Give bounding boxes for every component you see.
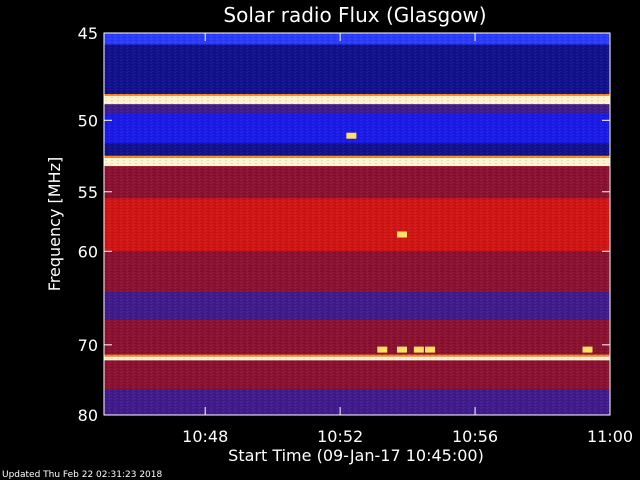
radio-burst	[582, 346, 593, 353]
radio-burst	[396, 231, 407, 238]
y-tick-label: 70	[78, 336, 98, 355]
x-tick-label: 10:48	[182, 427, 228, 446]
radio-burst	[413, 346, 424, 353]
x-axis: 10:48 10:52 10:56 11:00	[182, 33, 633, 446]
x-axis-label: Start Time (09-Jan-17 10:45:00)	[228, 446, 484, 465]
radio-burst	[377, 346, 388, 353]
y-tick-label: 80	[78, 406, 98, 425]
y-axis-label: Frequency [MHz]	[45, 157, 64, 291]
plot-area	[103, 32, 611, 416]
y-axis: 45 50 55 60 70 80	[78, 24, 610, 425]
y-tick-label: 50	[78, 111, 98, 130]
x-tick-label: 10:56	[452, 427, 498, 446]
updated-footer: Updated Thu Feb 22 02:31:23 2018	[2, 470, 163, 480]
chart-title: Solar radio Flux (Glasgow)	[223, 3, 486, 27]
y-tick-label: 55	[78, 183, 98, 202]
x-tick-label: 10:52	[317, 427, 363, 446]
noise-texture	[104, 33, 610, 415]
plot-frame	[103, 32, 611, 416]
y-tick-label: 60	[78, 242, 98, 261]
radio-burst	[396, 346, 407, 353]
x-tick-label: 11:00	[587, 427, 633, 446]
radio-burst	[425, 346, 436, 353]
radio-bursts	[346, 132, 593, 353]
radio-burst	[346, 132, 357, 139]
y-tick-label: 45	[78, 24, 98, 43]
